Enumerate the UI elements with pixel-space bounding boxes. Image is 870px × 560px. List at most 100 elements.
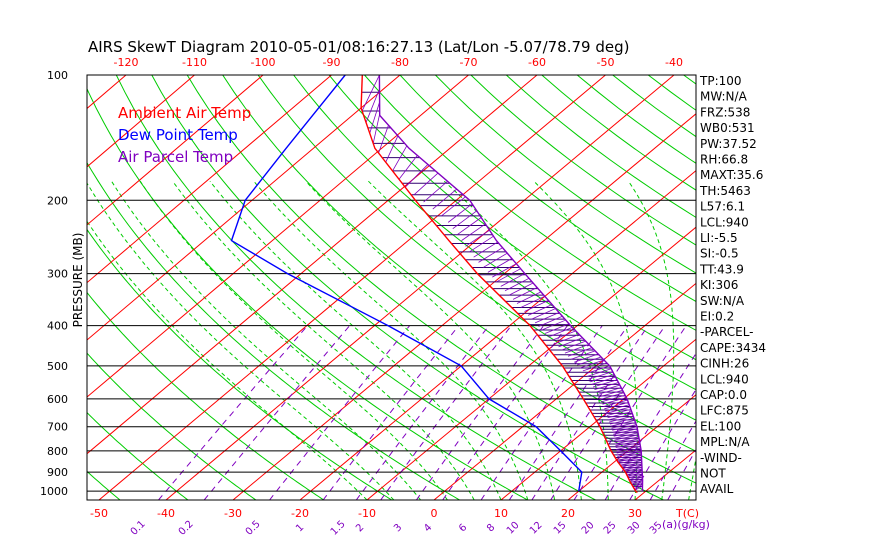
isotherm xyxy=(165,75,675,500)
dry-adiabat xyxy=(790,75,870,500)
cape-hatch-diagonal xyxy=(610,420,635,427)
series-line-dew-point-temp xyxy=(230,75,583,492)
mixing-ratio-tick-label: 0.1 xyxy=(129,519,148,538)
top-temp-tick-label: -50 xyxy=(597,56,615,69)
cape-hatch-diagonal xyxy=(365,88,380,123)
cape-hatch-diagonal xyxy=(538,315,563,327)
bottom-temp-tick-label: -20 xyxy=(291,507,309,520)
moist-adiabat xyxy=(172,180,475,500)
cape-hatch-diagonal xyxy=(587,368,612,377)
mixing-ratio-line xyxy=(550,325,666,500)
mixing-ratio-line xyxy=(415,325,545,500)
dry-adiabat xyxy=(87,470,121,500)
index-entry: RH:66.8 xyxy=(700,153,748,167)
cape-hatch-diagonal xyxy=(564,344,590,354)
mixing-ratio-tick-label: 0.2 xyxy=(177,519,196,538)
index-entry: LFC:875 xyxy=(700,404,749,418)
mixing-ratio-line xyxy=(573,325,687,500)
pressure-tick-label: 1000 xyxy=(40,485,68,498)
top-temp-tick-label: -70 xyxy=(460,56,478,69)
index-entry: NOT xyxy=(700,467,726,481)
mixing-ratio-tick-label: 6 xyxy=(457,522,469,534)
pressure-tick-label: 100 xyxy=(47,69,68,82)
cape-hatch-diagonal xyxy=(570,350,596,360)
cape-hatch-diagonal xyxy=(627,471,643,477)
cape-hatch-diagonal xyxy=(616,445,641,452)
cape-hatch-diagonal xyxy=(478,247,503,263)
cape-hatch-diagonal xyxy=(615,438,640,445)
cape-hatch-diagonal xyxy=(622,463,642,469)
cape-hatch-diagonal xyxy=(625,468,643,474)
cape-hatch-diagonal xyxy=(598,389,623,398)
dry-adiabat xyxy=(87,291,325,500)
mixing-ratio-line xyxy=(649,420,696,500)
temp-axis-label: T(C) xyxy=(675,507,699,520)
isotherm xyxy=(500,338,696,500)
cape-hatch-diagonal xyxy=(617,456,642,463)
dry-adiabat xyxy=(115,75,596,500)
index-entry: PW:37.52 xyxy=(700,137,757,151)
mixing-ratio-tick-label: 12 xyxy=(528,520,545,537)
cape-hatch-diagonal xyxy=(551,330,576,341)
cape-hatch-diagonal xyxy=(456,217,482,236)
cape-hatch-diagonal xyxy=(605,404,630,412)
top-temp-tick-label: -40 xyxy=(665,56,683,69)
cape-hatch-diagonal xyxy=(618,458,642,464)
index-entry: LI:-5.5 xyxy=(700,231,738,245)
mixing-ratio-line xyxy=(269,325,411,500)
index-entry: EI:0.2 xyxy=(700,310,734,324)
mixing-ratio-tick-label: 3 xyxy=(392,522,404,534)
cape-hatch-diagonal xyxy=(623,465,642,471)
index-entry: -PARCEL- xyxy=(700,325,754,339)
bottom-temp-tick-label: -30 xyxy=(224,507,242,520)
cape-hatch-diagonal xyxy=(500,273,525,287)
isotherm xyxy=(87,75,469,398)
moist-adiabat xyxy=(209,180,502,500)
cape-hatch-diagonal xyxy=(632,481,643,487)
moist-adiabat xyxy=(305,180,556,500)
plot-frame xyxy=(86,74,697,501)
cape-hatch-diagonal xyxy=(605,406,631,414)
dry-adiabat xyxy=(364,75,696,331)
cape-hatch-diagonal xyxy=(473,241,498,258)
isotherm xyxy=(232,113,696,500)
cape-hatch-diagonal xyxy=(378,125,389,154)
index-entry: MPL:N/A xyxy=(700,435,750,449)
dry-adiabat xyxy=(647,75,696,111)
cape-hatch-diagonal xyxy=(595,384,620,393)
mixing-ratio-line xyxy=(158,325,308,500)
mixing-ratio-line xyxy=(667,448,696,500)
mixing-ratio-line xyxy=(322,325,460,500)
mixing-ratio-tick-label: 25 xyxy=(602,520,619,537)
top-temp-tick-label: -120 xyxy=(114,56,139,69)
cape-hatch-diagonal xyxy=(447,203,473,223)
mixing-ratio-tick-label: 8 xyxy=(485,522,497,534)
cape-hatch-diagonal xyxy=(603,399,628,407)
index-entry: CAPE:3434 xyxy=(700,341,766,355)
cape-hatch-diagonal xyxy=(614,434,639,441)
mixing-ratio-tick-label: 15 xyxy=(552,520,569,537)
moist-adiabat xyxy=(368,180,582,500)
isotherm xyxy=(87,75,195,168)
top-temp-tick-label: -110 xyxy=(182,56,207,69)
cape-hatch-diagonal xyxy=(594,382,619,390)
index-entry: MAXT:35.6 xyxy=(700,168,763,182)
dry-adiabat xyxy=(293,75,696,391)
mixing-ratio-line xyxy=(480,325,603,500)
pressure-tick-label: 600 xyxy=(47,393,68,406)
cape-hatch-diagonal xyxy=(585,365,610,375)
cape-hatch-diagonal xyxy=(634,484,643,489)
dry-adiabat xyxy=(399,75,696,303)
mixing-ratio-line xyxy=(604,352,696,500)
cape-hatch-diagonal xyxy=(599,392,624,400)
pressure-tick-label: 700 xyxy=(47,421,68,434)
moist-adiabat xyxy=(111,180,421,500)
cape-hatch-diagonal xyxy=(483,252,508,268)
cape-hatch-diagonal xyxy=(541,319,566,331)
bottom-temp-tick-label: -40 xyxy=(157,507,175,520)
isotherm xyxy=(87,75,401,341)
cape-hatch-diagonal xyxy=(548,326,573,338)
isotherm xyxy=(366,226,696,500)
series-line-ambient-air-temp xyxy=(360,75,638,494)
cape-hatch-diagonal xyxy=(588,371,613,380)
